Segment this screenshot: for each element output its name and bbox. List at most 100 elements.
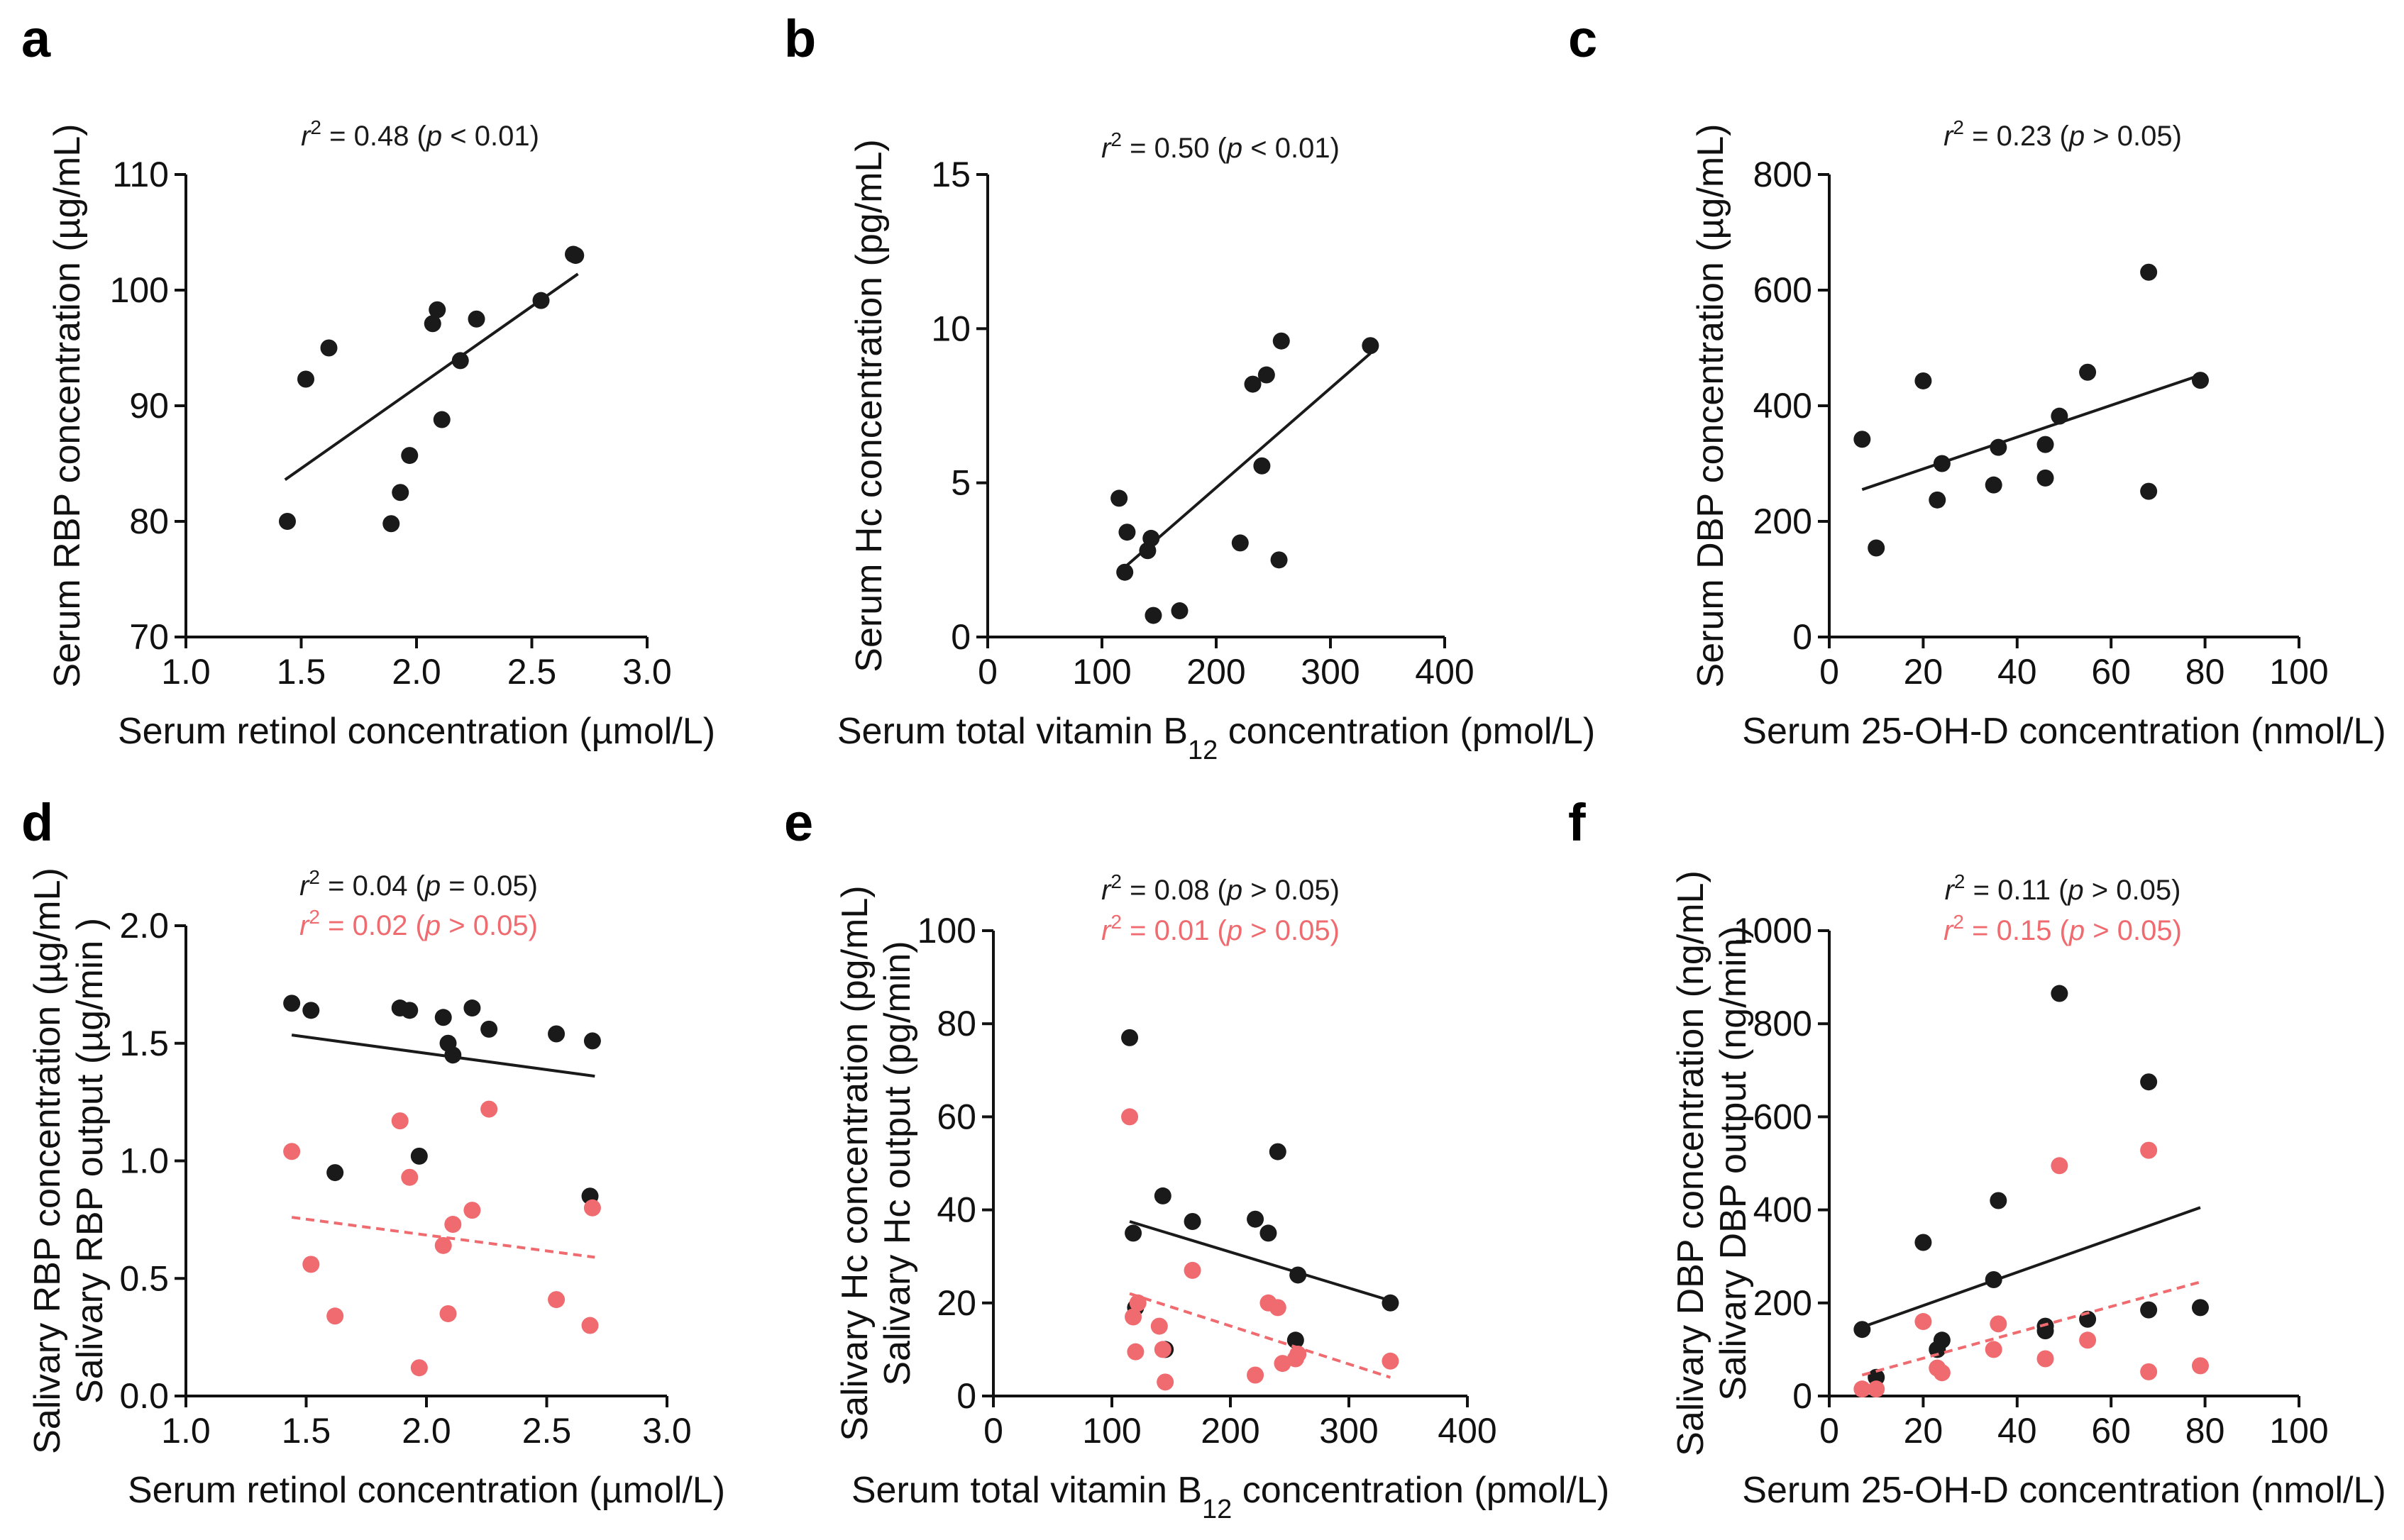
r2-value: = 0.04 ( xyxy=(320,870,426,902)
x-axis-label-main: Serum total vitamin B xyxy=(851,1470,1202,1511)
data-point xyxy=(1184,1261,1201,1279)
y-axis-label: Salivary DBP concentration (ng/mL) xyxy=(1670,870,1711,1456)
data-point xyxy=(2051,985,2068,1002)
panel-letter: b xyxy=(784,9,816,68)
data-point xyxy=(1929,491,1946,509)
data-point xyxy=(1231,534,1249,552)
data-point xyxy=(1868,1380,1885,1398)
r2-exponent: 2 xyxy=(309,866,320,888)
data-point xyxy=(2191,372,2209,389)
data-point xyxy=(1269,1299,1286,1317)
data-point xyxy=(532,292,550,309)
data-point xyxy=(1289,1266,1307,1284)
data-point xyxy=(1362,337,1379,355)
data-point xyxy=(434,1009,452,1026)
data-point xyxy=(1985,476,2002,494)
p-value: > 0.05) xyxy=(1242,875,1340,906)
panel-letter: c xyxy=(1568,9,1597,68)
data-point xyxy=(2140,1301,2158,1319)
y-tick-label: 400 xyxy=(1753,386,1812,426)
x-tick-label: 300 xyxy=(1301,652,1360,692)
r2-exponent: 2 xyxy=(309,906,320,928)
data-point xyxy=(444,1046,462,1064)
r2-annotation: r2 = 0.48 (p < 0.01) xyxy=(301,116,539,152)
data-point xyxy=(1171,602,1189,620)
data-point xyxy=(434,1236,452,1254)
series-primary xyxy=(283,995,601,1205)
data-point xyxy=(463,1202,481,1219)
data-point xyxy=(401,1168,419,1186)
y-tick-label: 800 xyxy=(1753,155,1812,194)
panel-letter: d xyxy=(21,793,53,852)
x-tick-label: 100 xyxy=(1072,652,1131,692)
r2-annotation: r2 = 0.02 (p > 0.05) xyxy=(299,906,538,941)
p-value: > 0.05) xyxy=(2085,121,2182,152)
data-point xyxy=(1289,1345,1307,1363)
x-tick-label: 3.0 xyxy=(622,652,672,692)
regression-line xyxy=(1129,1292,1391,1379)
y-tick-label: 600 xyxy=(1753,1097,1812,1136)
y-tick-label: 0.0 xyxy=(119,1376,169,1416)
data-point xyxy=(548,1025,566,1043)
data-point xyxy=(2079,1331,2097,1349)
p-symbol: p xyxy=(1226,875,1242,906)
data-point xyxy=(1914,1313,1932,1331)
p-value: < 0.01) xyxy=(1242,133,1340,164)
r2-exponent: 2 xyxy=(1110,128,1122,150)
x-tick-label: 400 xyxy=(1415,652,1474,692)
p-symbol: p xyxy=(2068,915,2085,946)
data-point xyxy=(1247,1366,1264,1384)
y-tick-label: 10 xyxy=(931,309,971,348)
y-tick-label: 70 xyxy=(129,617,169,657)
data-point xyxy=(1985,1271,2002,1288)
data-point xyxy=(1270,551,1288,569)
x-axis-label-subscript: 12 xyxy=(1188,736,1218,765)
y-tick-label: 0 xyxy=(956,1376,976,1416)
x-tick-label: 200 xyxy=(1186,652,1245,692)
data-point xyxy=(468,310,485,328)
r2-annotation: r2 = 0.11 (p > 0.05) xyxy=(1945,870,2181,906)
r2-exponent: 2 xyxy=(1954,870,1965,892)
data-point xyxy=(1272,332,1290,350)
data-point xyxy=(382,515,400,533)
series-secondary xyxy=(1121,1108,1399,1391)
y-tick-label: 800 xyxy=(1753,1004,1812,1043)
r2-annotation: r2 = 0.23 (p > 0.05) xyxy=(1943,116,2182,152)
x-axis-label: Serum retinol concentration (µmol/L) xyxy=(128,1470,725,1511)
regression-line xyxy=(1861,373,2201,492)
x-axis-label: Serum total vitamin B12 concentration (p… xyxy=(851,1470,1609,1524)
data-point xyxy=(1990,1315,2007,1333)
y-axis-label: Salivary RBP concentration (µg/mL) xyxy=(27,868,68,1454)
y-tick-label: 15 xyxy=(931,155,971,194)
y-tick-label: 40 xyxy=(937,1190,976,1230)
series-primary xyxy=(1853,263,2209,557)
data-point xyxy=(1157,1373,1174,1391)
p-symbol: p xyxy=(1226,915,1242,946)
r2-symbol: r xyxy=(1101,875,1112,906)
data-point xyxy=(2140,263,2158,281)
data-point xyxy=(326,1164,344,1182)
data-point xyxy=(1382,1352,1399,1370)
y-tick-label: 200 xyxy=(1753,1283,1812,1323)
data-point xyxy=(1118,524,1136,541)
x-tick-label: 300 xyxy=(1319,1411,1378,1451)
data-point xyxy=(1914,1234,1932,1251)
y-axis-label-secondary: Salivary DBP output (ng/min) xyxy=(1713,926,1754,1401)
panel-a: a 70 80 90 100 110 1.0 1.5 2.0 2.5 3.0 Serum retino… xyxy=(21,9,715,752)
x-tick-label: 0 xyxy=(983,1411,1003,1451)
data-point xyxy=(548,1291,566,1309)
data-point xyxy=(401,1002,419,1019)
x-axis-label: Serum 25-OH-D concentration (nmol/L) xyxy=(1742,1470,2386,1511)
data-point xyxy=(1257,366,1275,384)
r2-exponent: 2 xyxy=(1110,870,1122,892)
data-point xyxy=(1154,1341,1171,1358)
y-axis-label: Serum RBP concentration (µg/mL) xyxy=(47,124,88,688)
r2-value: = 0.11 ( xyxy=(1965,875,2068,906)
data-point xyxy=(1110,489,1128,507)
panel-letter: e xyxy=(784,793,813,852)
x-tick-label: 2.0 xyxy=(402,1411,451,1451)
r2-symbol: r xyxy=(299,910,310,941)
data-point xyxy=(392,484,409,502)
x-axis-label: Serum total vitamin B12 concentration (p… xyxy=(837,711,1595,765)
x-axis-label-main: Serum total vitamin B xyxy=(837,711,1188,752)
